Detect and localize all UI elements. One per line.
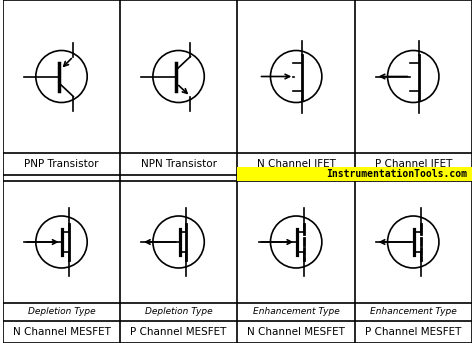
Text: Depletion Type: Depletion Type — [145, 308, 212, 317]
Text: PNP Transistor: PNP Transistor — [24, 159, 99, 169]
Text: Enhancement Type: Enhancement Type — [253, 308, 339, 317]
Text: InstrumentationTools.com: InstrumentationTools.com — [327, 169, 467, 179]
Text: Depletion Type: Depletion Type — [27, 308, 95, 317]
Text: NPN Transistor: NPN Transistor — [141, 159, 217, 169]
Text: Enhancement Type: Enhancement Type — [370, 308, 456, 317]
Text: N Channel MESFET: N Channel MESFET — [13, 327, 110, 337]
Text: P Channel JFET: P Channel JFET — [374, 159, 452, 169]
Text: P Channel MESFET: P Channel MESFET — [365, 327, 461, 337]
Text: N Channel MESFET: N Channel MESFET — [247, 327, 345, 337]
Text: P Channel MESFET: P Channel MESFET — [130, 327, 227, 337]
Text: N Channel JFET: N Channel JFET — [257, 159, 336, 169]
FancyBboxPatch shape — [237, 167, 472, 181]
